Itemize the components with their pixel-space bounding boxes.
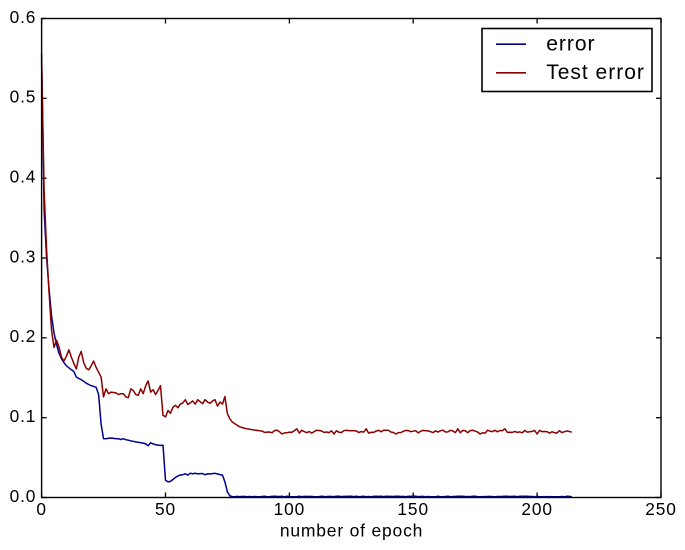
svg-text:0.1: 0.1 xyxy=(10,406,37,426)
svg-text:0: 0 xyxy=(36,499,47,519)
svg-text:0.4: 0.4 xyxy=(10,167,37,187)
svg-text:150: 150 xyxy=(397,499,429,519)
svg-text:250: 250 xyxy=(645,499,677,519)
svg-text:0.2: 0.2 xyxy=(10,326,37,346)
svg-text:200: 200 xyxy=(521,499,553,519)
svg-text:number of epoch: number of epoch xyxy=(280,521,423,541)
svg-text:0.0: 0.0 xyxy=(10,486,37,506)
svg-text:error: error xyxy=(546,32,595,55)
svg-text:Test error: Test error xyxy=(546,61,645,84)
svg-text:50: 50 xyxy=(155,499,176,519)
svg-text:0.6: 0.6 xyxy=(10,7,37,27)
svg-text:100: 100 xyxy=(274,499,306,519)
svg-text:0.3: 0.3 xyxy=(10,246,37,266)
svg-text:0.5: 0.5 xyxy=(10,87,37,107)
